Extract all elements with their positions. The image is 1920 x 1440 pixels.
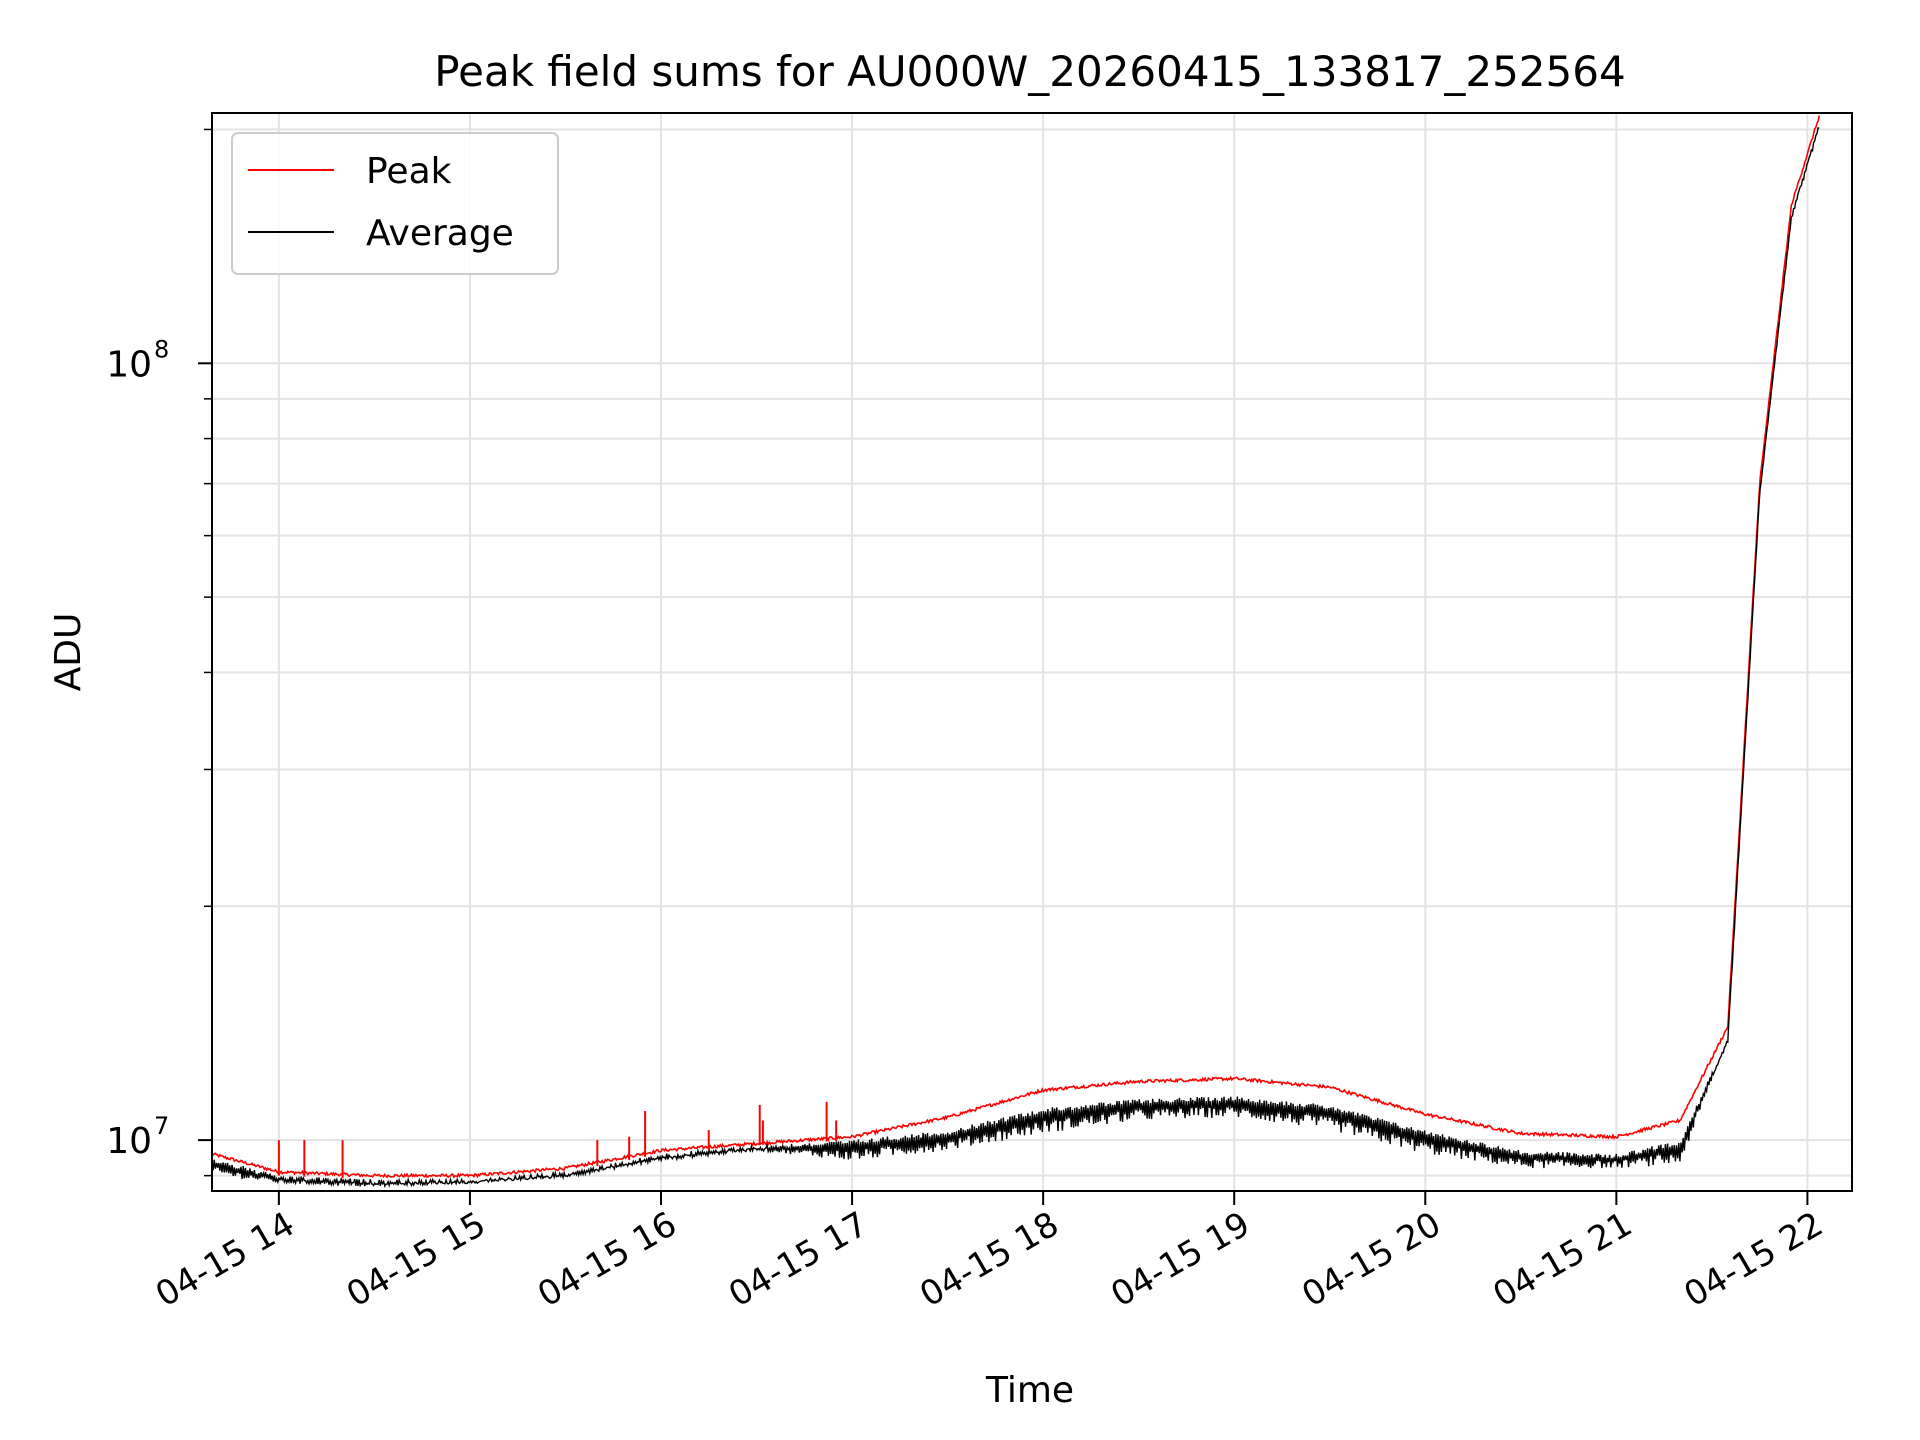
y-axis-label: ADU — [48, 613, 89, 692]
chart-title: Peak field sums for AU000W_20260415_1338… — [434, 47, 1625, 96]
series-line-average — [211, 127, 1820, 1188]
y-tick-exponent: 7 — [154, 1112, 169, 1140]
legend: Peak Average — [231, 132, 559, 275]
y-tick-label: 10 — [106, 1121, 152, 1162]
plot-lines — [211, 115, 1820, 1188]
x-axis-label: Time — [985, 1370, 1074, 1411]
y-tick-label: 10 — [106, 344, 152, 385]
grid — [212, 113, 1852, 1191]
plot-frame — [211, 112, 1853, 1192]
legend-label-peak: Peak — [366, 151, 452, 192]
legend-box — [231, 132, 559, 275]
series-line-peak — [211, 115, 1820, 1179]
y-tick-exponent: 8 — [154, 335, 169, 363]
legend-label-average: Average — [366, 213, 514, 254]
